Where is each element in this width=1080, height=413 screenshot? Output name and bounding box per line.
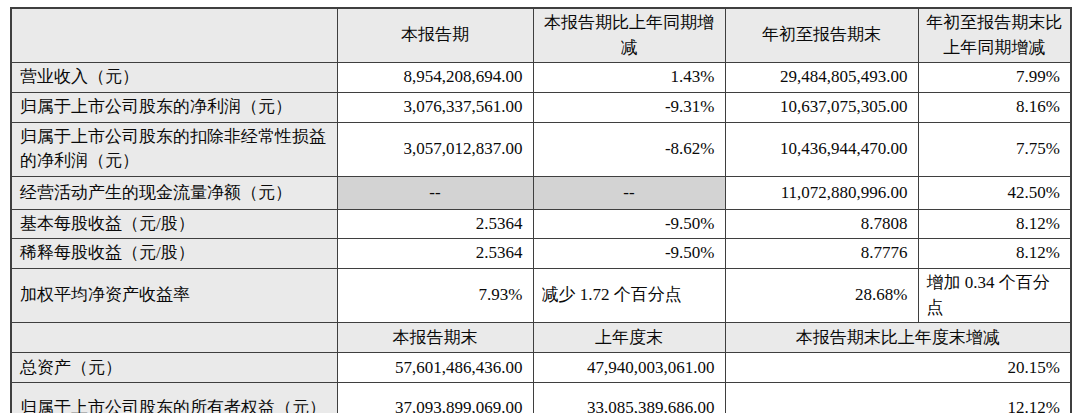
header-ytd: 年初至报告期末 — [725, 8, 918, 63]
header-current-period: 本报告期 — [337, 8, 533, 63]
cell-ytd-yoy: 7.75% — [918, 122, 1071, 176]
header-empty-cell — [11, 8, 337, 63]
table-row-total-assets: 总资产（元） 57,601,486,436.00 47,940,003,061.… — [11, 353, 1071, 383]
cell-current-period: 2.5364 — [337, 239, 533, 269]
cell-ytd: 8.7808 — [725, 209, 918, 239]
cell-label: 基本每股收益（元/股） — [11, 209, 337, 239]
cell-label: 归属于上市公司股东的扣除非经常性损益的净利润（元） — [11, 122, 337, 176]
cell-current-yoy: -9.31% — [533, 92, 725, 122]
table-row-diluted-eps: 稀释每股收益（元/股） 2.5364 -9.50% 8.7776 8.12% — [11, 239, 1071, 269]
table-row-owners-equity: 归属于上市公司股东的所有者权益（元） 37,093,899,069.00 33,… — [11, 383, 1071, 413]
financial-summary-table: 本报告期 本报告期比上年同期增减 年初至报告期末 年初至报告期末比上年同期增减 … — [10, 7, 1072, 413]
cell-period-end-change: 12.12% — [725, 383, 1071, 413]
cell-label: 总资产（元） — [11, 353, 337, 383]
cell-current-yoy-na: -- — [533, 176, 725, 209]
header-row-period: 本报告期 本报告期比上年同期增减 年初至报告期末 年初至报告期末比上年同期增减 — [11, 8, 1071, 63]
cell-current-period: 8,954,208,694.00 — [337, 63, 533, 93]
header-empty-cell — [11, 323, 337, 353]
header-row-period-end: 本报告期末 上年度末 本报告期末比上年度末增减 — [11, 323, 1071, 353]
cell-ytd: 10,637,075,305.00 — [725, 92, 918, 122]
table-row-deducted-net-profit: 归属于上市公司股东的扣除非经常性损益的净利润（元） 3,057,012,837.… — [11, 122, 1071, 176]
cell-label: 归属于上市公司股东的净利润（元） — [11, 92, 337, 122]
cell-label: 经营活动产生的现金流量净额（元） — [11, 176, 337, 209]
header-prior-year-end: 上年度末 — [533, 323, 725, 353]
cell-ytd: 28.68% — [725, 269, 918, 323]
table-row-net-profit: 归属于上市公司股东的净利润（元） 3,076,337,561.00 -9.31%… — [11, 92, 1071, 122]
cell-current-yoy: 1.43% — [533, 63, 725, 93]
cell-current-period: 7.93% — [337, 269, 533, 323]
cell-label: 归属于上市公司股东的所有者权益（元） — [11, 383, 337, 413]
cell-current-yoy: -9.50% — [533, 209, 725, 239]
cell-current-yoy: 减少 1.72 个百分点 — [533, 269, 725, 323]
cell-label: 稀释每股收益（元/股） — [11, 239, 337, 269]
header-period-end: 本报告期末 — [337, 323, 533, 353]
table-row-operating-cash-flow: 经营活动产生的现金流量净额（元） -- -- 11,072,880,996.00… — [11, 176, 1071, 209]
cell-current-yoy: -8.62% — [533, 122, 725, 176]
cell-ytd: 10,436,944,470.00 — [725, 122, 918, 176]
cell-ytd: 8.7776 — [725, 239, 918, 269]
cell-ytd: 11,072,880,996.00 — [725, 176, 918, 209]
cell-period-end: 37,093,899,069.00 — [337, 383, 533, 413]
table-row-weighted-avg-roe: 加权平均净资产收益率 7.93% 减少 1.72 个百分点 28.68% 增加 … — [11, 269, 1071, 323]
cell-ytd-yoy: 8.12% — [918, 239, 1071, 269]
cell-period-end: 57,601,486,436.00 — [337, 353, 533, 383]
cell-ytd-yoy: 7.99% — [918, 63, 1071, 93]
cell-current-period: 3,076,337,561.00 — [337, 92, 533, 122]
cell-ytd-yoy: 8.16% — [918, 92, 1071, 122]
cell-current-period: 2.5364 — [337, 209, 533, 239]
cell-label: 营业收入（元） — [11, 63, 337, 93]
cell-current-period-na: -- — [337, 176, 533, 209]
cell-ytd: 29,484,805,493.00 — [725, 63, 918, 93]
cell-ytd-yoy: 42.50% — [918, 176, 1071, 209]
header-ytd-yoy: 年初至报告期末比上年同期增减 — [918, 8, 1071, 63]
report-page: 本报告期 本报告期比上年同期增减 年初至报告期末 年初至报告期末比上年同期增减 … — [0, 0, 1080, 413]
table-row-revenue: 营业收入（元） 8,954,208,694.00 1.43% 29,484,80… — [11, 63, 1071, 93]
header-period-end-change: 本报告期末比上年度末增减 — [725, 323, 1071, 353]
cell-current-period: 3,057,012,837.00 — [337, 122, 533, 176]
cell-period-end-change: 20.15% — [725, 353, 1071, 383]
cell-prior-year-end: 47,940,003,061.00 — [533, 353, 725, 383]
header-current-period-yoy: 本报告期比上年同期增减 — [533, 8, 725, 63]
cell-ytd-yoy: 8.12% — [918, 209, 1071, 239]
cell-current-yoy: -9.50% — [533, 239, 725, 269]
table-row-basic-eps: 基本每股收益（元/股） 2.5364 -9.50% 8.7808 8.12% — [11, 209, 1071, 239]
cell-label: 加权平均净资产收益率 — [11, 269, 337, 323]
cell-ytd-yoy: 增加 0.34 个百分点 — [918, 269, 1071, 323]
cell-prior-year-end: 33,085,389,686.00 — [533, 383, 725, 413]
